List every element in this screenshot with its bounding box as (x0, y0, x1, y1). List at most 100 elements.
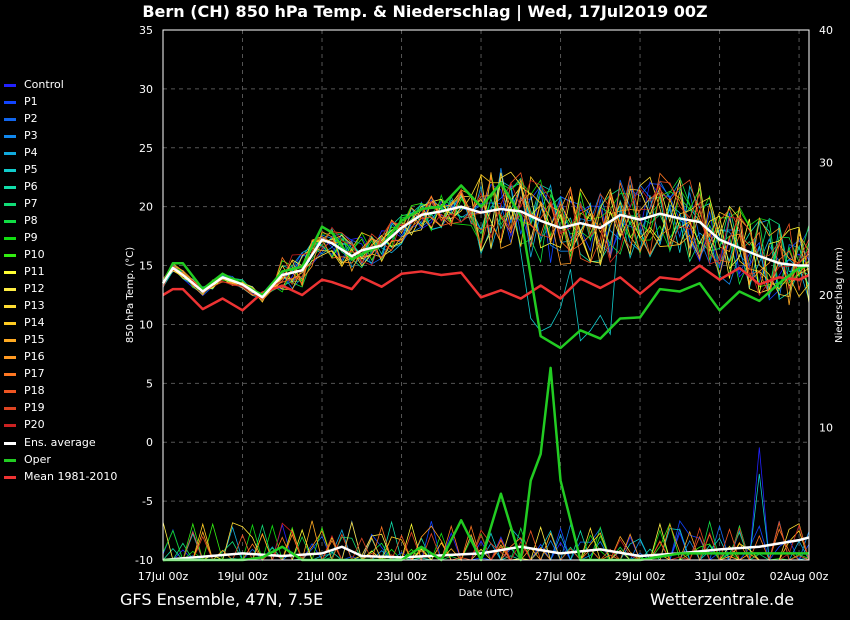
legend-swatch (4, 168, 16, 172)
legend-label: P18 (24, 384, 45, 397)
legend-item: Oper (4, 451, 117, 468)
y2-tick-label: 30 (819, 157, 833, 170)
legend-swatch (4, 287, 16, 291)
legend-label: P2 (24, 112, 38, 125)
legend-item: P1 (4, 93, 117, 110)
legend-label: P15 (24, 333, 45, 346)
legend-label: P19 (24, 401, 45, 414)
legend-item: P9 (4, 229, 117, 246)
x-tick-label: 31Jul 00z (694, 570, 745, 583)
legend-swatch (4, 355, 16, 359)
legend-swatch (4, 475, 16, 479)
x-tick-label: 23Jul 00z (376, 570, 427, 583)
legend-swatch (4, 83, 16, 87)
y2-tick-label: 10 (819, 422, 833, 435)
legend-label: Ens. average (24, 436, 96, 449)
legend-swatch (4, 423, 16, 427)
oper-temp-line (161, 181, 810, 350)
legend-label: Oper (24, 453, 51, 466)
legend-item: P3 (4, 127, 117, 144)
legend-swatch (4, 117, 16, 121)
legend-item: P15 (4, 331, 117, 348)
legend-item: P12 (4, 280, 117, 297)
legend-label: P3 (24, 129, 38, 142)
x-tick-label: 27Jul 00z (535, 570, 586, 583)
ens-average-precip-line (162, 536, 810, 562)
legend-swatch (4, 304, 16, 308)
footer-source: Wetterzentrale.de (650, 590, 795, 609)
y2-tick-label: 40 (819, 24, 833, 37)
y-tick-label: -5 (142, 495, 153, 508)
legend-label: P10 (24, 248, 45, 261)
y2-axis-label: Niederschlag (mm) (834, 247, 845, 343)
main-series (161, 181, 810, 562)
x-tick-label: 17Jul 00z (138, 570, 189, 583)
legend-label: P20 (24, 418, 45, 431)
y-tick-label: 35 (139, 24, 153, 37)
y-axis-label: 850 hPa Temp. (°C) (125, 247, 136, 343)
oper-precip-line (163, 366, 809, 562)
legend-swatch (4, 406, 16, 410)
x-tick-label: 19Jul 00z (217, 570, 268, 583)
ensemble-temp-line (162, 171, 810, 298)
legend-label: Mean 1981-2010 (24, 470, 118, 483)
legend-item: Control (4, 76, 117, 93)
legend-label: P5 (24, 163, 38, 176)
legend-label: P16 (24, 350, 45, 363)
legend-item: Mean 1981-2010 (4, 468, 117, 485)
y-tick-label: 0 (146, 436, 153, 449)
legend-label: P9 (24, 231, 38, 244)
y-tick-label: 15 (139, 260, 153, 273)
mean-1981-2010-line (162, 264, 810, 312)
legend-label: P14 (24, 316, 45, 329)
x-tick-label: 25Jul 00z (456, 570, 507, 583)
legend-swatch (4, 389, 16, 393)
legend-item: P14 (4, 314, 117, 331)
ensemble-temp-line (162, 172, 810, 301)
legend-item: P20 (4, 416, 117, 433)
legend-swatch (4, 270, 16, 274)
ens-average-temp-line (161, 205, 809, 299)
legend-swatch (4, 202, 16, 206)
y-tick-label: 30 (139, 83, 153, 96)
x-axis-label: Date (UTC) (459, 588, 514, 599)
grid (163, 30, 809, 560)
legend-swatch (4, 134, 16, 138)
y-tick-label: 20 (139, 201, 153, 214)
legend-item: P17 (4, 365, 117, 382)
legend: Control P1 P2 P3 P4 P5 P6 P7 P8 P9 P10 P11 P12 P13 P14… (4, 76, 117, 485)
legend-swatch (4, 100, 16, 104)
y-tick-label: -10 (135, 554, 153, 567)
legend-swatch (4, 185, 16, 189)
legend-label: P12 (24, 282, 45, 295)
legend-label: P6 (24, 180, 38, 193)
y-tick-label: 25 (139, 142, 153, 155)
legend-item: P2 (4, 110, 117, 127)
legend-label: Control (24, 78, 64, 91)
chart-title: Bern (CH) 850 hPa Temp. & Niederschlag |… (142, 2, 708, 21)
legend-swatch (4, 458, 16, 462)
legend-label: P4 (24, 146, 38, 159)
x-tick-label: 21Jul 00z (297, 570, 348, 583)
ensemble-temp-line (162, 174, 810, 299)
legend-swatch (4, 151, 16, 155)
legend-item: P6 (4, 178, 117, 195)
legend-label: P8 (24, 214, 38, 227)
legend-swatch (4, 219, 16, 223)
x-axis-ticks: 17Jul 00z 19Jul 00z 21Jul 00z 23Jul 00z 25Ju… (138, 570, 829, 583)
plot-frame (162, 29, 810, 561)
legend-label: P11 (24, 265, 45, 278)
legend-item: P18 (4, 382, 117, 399)
legend-item: P7 (4, 195, 117, 212)
y-tick-label: 10 (139, 318, 153, 331)
legend-item: P11 (4, 263, 117, 280)
legend-swatch (4, 441, 16, 445)
legend-item: P4 (4, 144, 117, 161)
legend-item: P10 (4, 246, 117, 263)
legend-item: Ens. average (4, 434, 117, 451)
legend-label: P7 (24, 197, 38, 210)
y-axis-ticks: -10 -5 0 5 10 15 20 25 30 35 (135, 24, 153, 567)
legend-swatch (4, 321, 16, 325)
x-tick-label: 02Aug 00z (770, 570, 829, 583)
